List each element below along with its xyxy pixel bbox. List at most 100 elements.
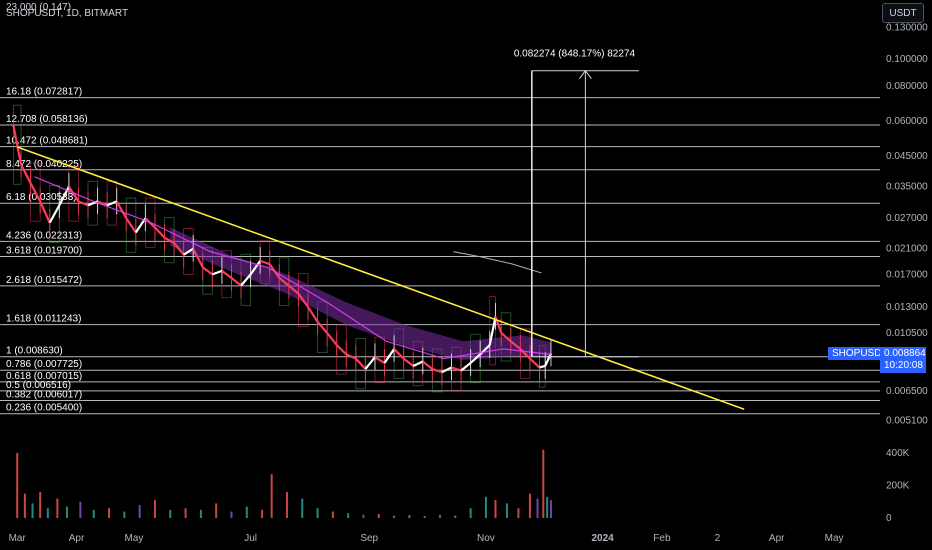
price-range-measure[interactable]: 0.082274 (848.17%) 82274 (514, 49, 639, 358)
fib-label: 0.618 (0.007015) (6, 371, 82, 382)
price-segment (469, 353, 481, 364)
price-segment (230, 277, 242, 287)
volume-bar (138, 505, 141, 518)
volume-bar (331, 511, 334, 518)
price-segment (249, 260, 262, 276)
volume-bar (108, 508, 111, 518)
volume-bar (517, 508, 520, 518)
price-segment (221, 269, 233, 279)
trendline-segment (16, 146, 745, 411)
fib-label: 12.708 (0.058136) (6, 114, 88, 125)
chart-title: SHOPUSDT, 1D, BITMART (6, 8, 128, 19)
fib-label: 1 (0.008630) (6, 346, 63, 357)
volume-bar (494, 500, 497, 518)
volume-bar (505, 503, 508, 518)
volume-axis: 0 200K 400K (886, 448, 910, 524)
volume-bar (439, 514, 441, 518)
volume-bar (230, 511, 233, 518)
measure-arrowhead (578, 69, 592, 80)
price-segment (183, 247, 194, 256)
price-segment (355, 357, 367, 370)
price-segment (97, 200, 108, 207)
fibonacci-levels: 16.18 (0.072817) 12.708 (0.058136) 10.472 … (0, 87, 880, 415)
price-segment (211, 269, 223, 276)
price-segment (39, 200, 51, 224)
price-segment (432, 367, 443, 374)
price-segment (163, 236, 175, 245)
price-segment (539, 364, 546, 369)
volume-bars (16, 449, 552, 518)
volume-bar (245, 506, 248, 518)
fib-label: 10.472 (0.048681) (6, 136, 88, 147)
volume-bar (423, 516, 426, 518)
volume-bar (56, 498, 59, 518)
price-segment (288, 284, 300, 295)
volume-tick-label: 200K (886, 481, 910, 492)
price-segment (441, 366, 452, 374)
volume-bar (454, 515, 457, 518)
measure-label: 0.082274 (848.17%) 82274 (514, 49, 636, 60)
trendline[interactable] (16, 146, 745, 411)
volume-tick-label: 400K (886, 448, 910, 459)
time-tick-label: 2 (715, 533, 721, 544)
time-tick-label: Nov (477, 533, 495, 544)
fib-label: 3.618 (0.019700) (6, 245, 82, 256)
volume-bar (215, 503, 218, 518)
time-tick-label: Mar (9, 533, 27, 544)
price-tick-label: 0.035000 (886, 182, 928, 193)
volume-bar (362, 514, 365, 518)
price-axis[interactable]: 0.130000 0.100000 0.080000 0.060000 0.045000… (886, 22, 928, 426)
price-tick-label: 0.021000 (886, 244, 928, 255)
time-tick-label: Sep (360, 533, 378, 544)
price-segment (20, 164, 32, 184)
volume-bar (542, 449, 545, 518)
price-segment (451, 366, 462, 372)
fib-label: 0.786 (0.007725) (6, 359, 82, 370)
volume-bar (261, 509, 264, 518)
price-segment (500, 332, 512, 343)
current-price-box: 0.008864 10:20:08 (880, 347, 926, 373)
price-tick-label: 0.100000 (886, 54, 928, 65)
volume-bar (79, 501, 82, 518)
price-tick-label: 0.027000 (886, 213, 928, 224)
price-tick-label: 0.060000 (886, 116, 928, 127)
moving-average (34, 176, 552, 360)
time-tick-label: Apr (69, 533, 85, 544)
volume-bar (408, 515, 411, 518)
volume-tick-label: 0 (886, 513, 892, 524)
time-axis[interactable]: Mar Apr May Jul Sep Nov 2024 Feb 2 Apr May (9, 533, 844, 544)
price-series (12, 125, 552, 385)
price-segment (488, 316, 497, 346)
time-tick-label: May (825, 533, 844, 544)
ma-line (34, 176, 552, 360)
price-segment (510, 340, 522, 350)
price-segment (307, 306, 319, 323)
cloud-band (170, 227, 551, 361)
volume-bar (549, 500, 552, 518)
price-segment (192, 248, 204, 268)
price-segment (460, 362, 472, 372)
range-box (12, 104, 22, 185)
currency-button[interactable]: USDT (882, 3, 924, 23)
volume-bar (39, 492, 42, 518)
price-tick-label: 0.130000 (886, 22, 928, 33)
candle-countdown: 10:20:08 (884, 360, 923, 371)
price-segment (326, 332, 338, 346)
volume-bar (199, 509, 202, 518)
volume-bar (377, 513, 380, 518)
price-segment (393, 348, 405, 360)
price-segment (115, 200, 128, 219)
price-segment (48, 204, 61, 224)
fib-label: 0.5 (0.006516) (6, 380, 71, 391)
volume-bar (393, 515, 396, 518)
volume-bar (123, 511, 126, 518)
fib-label: 6.18 (0.030533) (6, 192, 77, 203)
price-segment (402, 357, 414, 367)
volume-bar (23, 493, 26, 518)
symbol-badge: SHOPUSDT (828, 347, 892, 360)
price-segment (154, 226, 166, 239)
volume-bar (469, 508, 472, 518)
price-segment (383, 348, 395, 364)
range-box (489, 296, 496, 366)
